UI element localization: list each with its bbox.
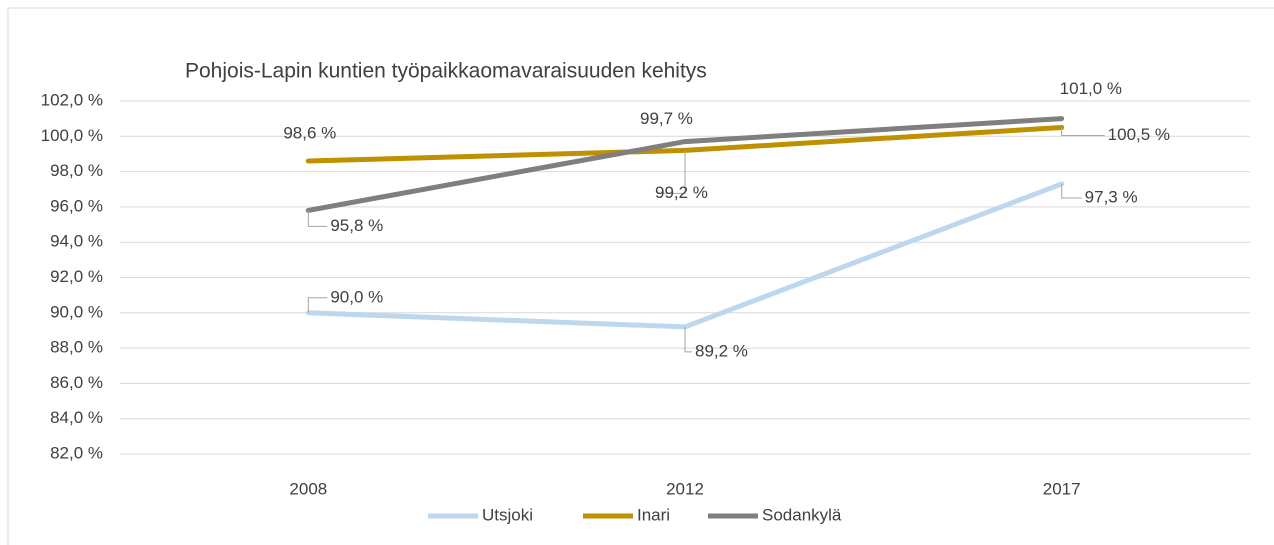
legend-label: Sodankylä — [762, 505, 842, 524]
y-tick-label: 84,0 % — [50, 408, 103, 427]
data-label: 95,8 % — [330, 216, 383, 235]
data-label: 97,3 % — [1085, 187, 1138, 206]
y-tick-label: 86,0 % — [50, 373, 103, 392]
leader-line — [307, 297, 328, 313]
data-label: 89,2 % — [695, 341, 748, 360]
y-tick-label: 102,0 % — [41, 90, 103, 109]
y-tick-label: 94,0 % — [50, 232, 103, 251]
x-tick-label: 2017 — [1043, 479, 1081, 498]
leader-line — [1061, 127, 1105, 136]
leader-line — [1061, 183, 1082, 199]
data-label: 99,7 % — [640, 109, 693, 128]
x-tick-label: 2012 — [666, 479, 704, 498]
chart-title: Pohjois-Lapin kuntien työpaikkaomavarais… — [185, 60, 707, 83]
line-series — [305, 181, 1065, 330]
data-label: 100,5 % — [1108, 125, 1170, 144]
leader-line — [307, 210, 328, 227]
chart-border — [7, 7, 1274, 545]
x-tick-label: 2008 — [289, 479, 327, 498]
y-tick-label: 98,0 % — [50, 161, 103, 180]
data-label: 98,6 % — [283, 123, 336, 142]
data-label: 101,0 % — [1060, 79, 1122, 98]
data-label: 90,0 % — [330, 287, 383, 306]
y-tick-label: 100,0 % — [41, 126, 103, 145]
legend-label: Utsjoki — [482, 505, 533, 524]
legend-label: Inari — [637, 505, 670, 524]
y-tick-label: 82,0 % — [50, 443, 103, 462]
y-tick-label: 92,0 % — [50, 267, 103, 286]
leader-line — [684, 326, 692, 353]
line-series — [305, 116, 1065, 213]
y-tick-label: 88,0 % — [50, 338, 103, 357]
y-tick-label: 90,0 % — [50, 302, 103, 321]
y-tick-label: 96,0 % — [50, 196, 103, 215]
leader-line — [657, 150, 686, 194]
data-label: 99,2 % — [655, 183, 708, 202]
